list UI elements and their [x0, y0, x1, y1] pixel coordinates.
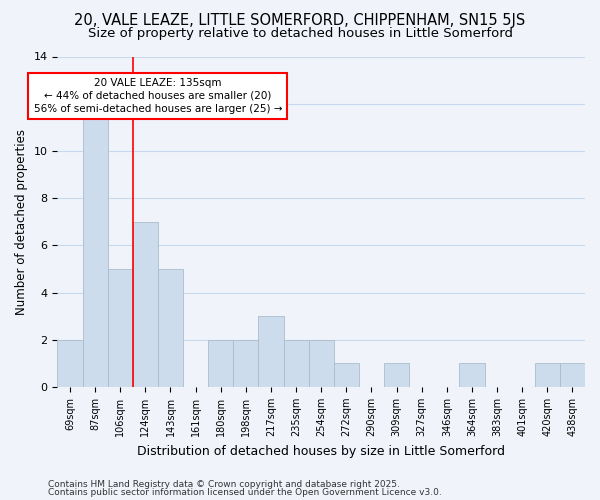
Bar — [460, 364, 485, 387]
Text: Contains public sector information licensed under the Open Government Licence v3: Contains public sector information licen… — [48, 488, 442, 497]
Y-axis label: Number of detached properties: Number of detached properties — [15, 128, 28, 314]
Bar — [83, 104, 107, 387]
Bar — [58, 340, 83, 387]
Bar — [284, 340, 308, 387]
Text: Size of property relative to detached houses in Little Somerford: Size of property relative to detached ho… — [88, 28, 512, 40]
Bar — [535, 364, 560, 387]
Bar — [259, 316, 284, 387]
Bar — [384, 364, 409, 387]
Bar — [133, 222, 158, 387]
Bar — [107, 269, 133, 387]
Bar — [334, 364, 359, 387]
Bar — [158, 269, 183, 387]
Text: Contains HM Land Registry data © Crown copyright and database right 2025.: Contains HM Land Registry data © Crown c… — [48, 480, 400, 489]
Text: 20, VALE LEAZE, LITTLE SOMERFORD, CHIPPENHAM, SN15 5JS: 20, VALE LEAZE, LITTLE SOMERFORD, CHIPPE… — [74, 12, 526, 28]
X-axis label: Distribution of detached houses by size in Little Somerford: Distribution of detached houses by size … — [137, 444, 505, 458]
Bar — [560, 364, 585, 387]
Bar — [308, 340, 334, 387]
Text: 20 VALE LEAZE: 135sqm
← 44% of detached houses are smaller (20)
56% of semi-deta: 20 VALE LEAZE: 135sqm ← 44% of detached … — [34, 78, 282, 114]
Bar — [208, 340, 233, 387]
Bar — [233, 340, 259, 387]
